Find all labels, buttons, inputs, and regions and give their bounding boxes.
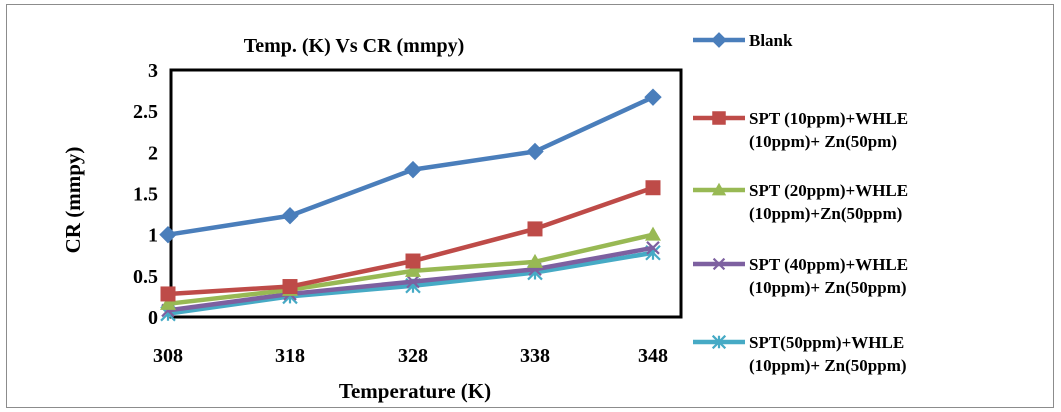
marker-diamond [281,207,299,225]
y-tick-label: 1.5 [133,184,158,206]
legend-label: SPT (20ppm)+WHLE (10ppm)+Zn(50ppm) [749,181,908,223]
x-tick-label: 308 [153,345,183,367]
legend-label: SPT (40ppm)+WHLE (10ppm)+ Zn(50ppm) [749,255,908,297]
legend-label-line: (10ppm)+Zn(50ppm) [749,204,902,223]
x-tick-label: 348 [638,345,668,367]
marker-x [712,257,726,271]
legend-item: SPT (20ppm)+WHLE (10ppm)+Zn(50ppm) [693,181,908,223]
legend-label: Blank [749,31,793,50]
y-tick-label: 0 [148,307,158,329]
marker-diamond [526,142,544,161]
legend-item: Blank [693,31,793,50]
legend-item: SPT (40ppm)+WHLE (10ppm)+ Zn(50ppm) [693,255,908,297]
marker-diamond [644,88,662,106]
y-tick-label: 3 [148,60,158,82]
marker-diamond [711,32,727,48]
y-tick-label: 2 [148,142,158,164]
chart-title: Temp. (K) Vs CR (mmpy) [244,35,465,57]
legend-label-line: (10ppm)+ Zn(50ppm) [749,278,907,297]
y-axis-ticks: 0 0.5 1 1.5 2 2.5 3 [133,60,158,329]
marker-diamond [159,225,177,244]
legend-label-line: SPT (20ppm)+WHLE [749,181,908,200]
marker-triangle [711,182,727,196]
legend-label-line: (10ppm)+ Zn(50pm) [749,132,897,151]
plot-area [169,68,683,319]
marker-x [646,241,660,255]
marker-star [711,334,727,350]
legend-label-line: SPT (10ppm)+WHLE [749,109,908,128]
marker-triangle [405,262,421,277]
legend-item: SPT (10ppm)+WHLE (10ppm)+ Zn(50pm) [693,109,908,151]
legend-label-line: SPT(50ppm)+WHLE [749,333,904,352]
y-tick-label: 0.5 [133,266,158,288]
series-2 [160,180,661,302]
marker-x [406,274,420,289]
x-tick-label: 338 [520,345,550,367]
series-layer [159,88,662,322]
marker-square [405,253,421,269]
marker-square [645,180,661,196]
series-1 [159,88,662,244]
legend-label-line: (10ppm)+ Zn(50ppm) [749,356,907,375]
legend-label: SPT(50ppm)+WHLE (10ppm)+ Zn(50ppm) [749,333,907,375]
x-tick-label: 328 [398,345,428,367]
x-axis-label: Temperature (K) [339,379,491,403]
marker-square [527,221,543,237]
x-axis-ticks: 308 318 328 338 348 [153,345,668,367]
marker-square [282,279,298,295]
marker-triangle [645,226,661,241]
marker-square [160,286,176,302]
y-axis-label: CR (mmpy) [61,147,85,254]
marker-triangle [527,253,543,268]
marker-triangle [160,295,176,310]
legend-label-line: SPT (40ppm)+WHLE [749,255,908,274]
y-tick-label: 2.5 [133,101,158,123]
marker-diamond [404,160,422,179]
x-tick-label: 318 [275,345,305,367]
legend-item: SPT(50ppm)+WHLE (10ppm)+ Zn(50ppm) [693,333,907,375]
marker-square [712,111,726,125]
legend-label: SPT (10ppm)+WHLE (10ppm)+ Zn(50pm) [749,109,908,151]
y-tick-label: 1 [148,225,158,247]
